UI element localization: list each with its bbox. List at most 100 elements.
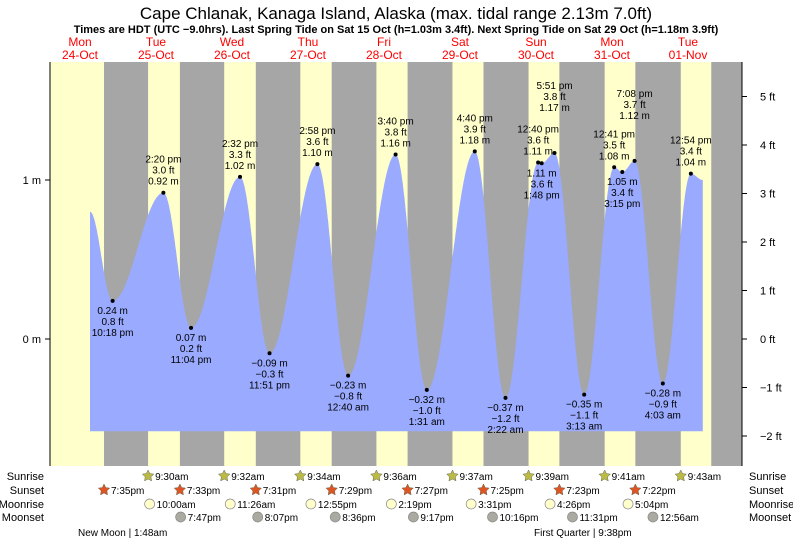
high-tide-point — [238, 174, 243, 179]
high-tide-meters-label: 1.12 m — [619, 111, 650, 122]
high-tide-point — [632, 158, 637, 163]
sunset-time: 7:22pm — [642, 486, 675, 497]
date-label: 24-Oct — [62, 48, 99, 62]
low-tide-time-label: 4:03 am — [645, 411, 681, 422]
sunset-time: 7:33pm — [187, 486, 220, 497]
sunrise-time: 9:34am — [307, 472, 340, 483]
low-tide-point — [582, 392, 587, 397]
high-tide-point — [315, 162, 320, 167]
date-label: 25-Oct — [138, 48, 175, 62]
high-tide-time-label: 2:20 pm — [145, 155, 181, 166]
moonset-time: 9:17pm — [420, 513, 453, 524]
high-tide-meters-label: 1.02 m — [225, 161, 256, 172]
low-tide-time-label: 1:31 am — [409, 417, 445, 428]
sunrise-icon — [217, 469, 231, 482]
y-right-tick-label: 1 ft — [760, 286, 775, 298]
sunrise-time: 9:43am — [688, 472, 721, 483]
low-tide-point — [346, 373, 351, 378]
date-label: 30-Oct — [518, 48, 555, 62]
low-tide-time-label: 11:04 pm — [171, 355, 212, 366]
sunset-icon — [629, 483, 642, 496]
moonrise-time: 10:00am — [157, 500, 196, 511]
y-right-tick-label: 0 ft — [760, 334, 775, 346]
day-of-week-label: Sun — [525, 35, 546, 49]
moonset-icon — [252, 511, 264, 523]
moon-phase-label: First Quarter | 9:38pm — [534, 528, 632, 539]
low-tide-time-label: 11:51 pm — [249, 380, 290, 391]
date-label: 31-Oct — [594, 48, 631, 62]
low-tide-point — [424, 387, 429, 392]
low-tide-time-label: 10:18 pm — [92, 328, 134, 339]
moonset-time: 8:07pm — [265, 513, 298, 524]
high-tide-time-label: 2:58 pm — [299, 126, 335, 137]
moonrise-icon — [385, 498, 397, 510]
low-tide-point — [660, 381, 665, 386]
sunset-time: 7:31pm — [263, 486, 296, 497]
low-tide-meters-label: −0.35 m — [566, 400, 602, 411]
high-tide-time-label: 3:40 pm — [378, 117, 414, 128]
day-of-week-label: Thu — [298, 35, 319, 49]
high-tide-feet-label: 3.3 ft — [229, 150, 251, 161]
high-tide-feet-label: 3.6 ft — [306, 137, 328, 148]
low-tide-point — [110, 298, 115, 303]
high-tide-feet-label: 3.9 ft — [464, 124, 486, 135]
astronomy-rows: Sunrise Sunrise 9:30am 9:32am 9:34am 9:36am 9:… — [0, 469, 793, 539]
moonrise-row-label-right: Moonrise — [749, 499, 793, 511]
sunrise-icon — [294, 469, 307, 482]
moonrise-icon — [305, 498, 317, 510]
sunrise-time: 9:37am — [459, 472, 492, 483]
chart-subtitle: Times are HDT (UTC −9.0hrs). Last Spring… — [74, 24, 719, 36]
sunset-row-label-right: Sunset — [749, 485, 783, 497]
sunset-icon — [325, 483, 338, 496]
high-tide-feet-label: 3.6 ft — [527, 136, 549, 147]
moonrise-time: 2:19pm — [398, 500, 431, 511]
high-tide-point — [472, 149, 477, 154]
high-tide-time-label: 7:08 pm — [617, 89, 653, 100]
sunrise-time: 9:36am — [383, 472, 416, 483]
high-tide-time-label: 12:54 pm — [670, 136, 712, 147]
y-left-tick-label: 1 m — [23, 175, 41, 187]
low-tide-meters-label: −0.32 m — [409, 395, 445, 406]
sunrise-icon — [370, 469, 383, 482]
sunrise-time: 9:30am — [155, 472, 188, 483]
date-label: 01-Nov — [669, 48, 708, 62]
moonrise-time: 11:26am — [237, 500, 275, 511]
moonset-icon — [567, 511, 578, 523]
y-left-tick-label: 0 m — [23, 334, 41, 346]
high-tide-time-label: 12:40 pm — [517, 125, 559, 136]
sunrise-icon — [598, 469, 611, 482]
high-tide-feet-label: 3.4 ft — [680, 147, 702, 158]
sunset-icon — [97, 483, 111, 496]
low-tide-feet-label: −0.9 ft — [649, 400, 677, 411]
moonrise-icon — [465, 498, 477, 510]
sunset-icon — [401, 483, 414, 496]
high-tide-feet-label: 3.8 ft — [384, 128, 406, 139]
moonrise-time: 5:04pm — [635, 500, 668, 511]
sunset-time: 7:29pm — [339, 486, 372, 497]
low-tide-feet-label: 0.2 ft — [180, 344, 202, 355]
high-tide-point — [536, 160, 541, 165]
y-right-tick-label: −2 ft — [760, 431, 782, 443]
moonset-time: 8:36pm — [342, 513, 375, 524]
tide-curve — [90, 151, 703, 432]
chart-header: Cape Chlanak, Kanaga Island, Alaska (max… — [74, 4, 719, 36]
sunset-time: 7:25pm — [490, 486, 523, 497]
sunset-icon — [553, 483, 566, 496]
low-tide-point — [620, 170, 625, 175]
axes: 1 m 0 m 5 ft 4 ft 3 ft 2 ft 1 ft 0 ft −1 ft −2 ft — [23, 62, 782, 466]
low-tide-meters-label: −0.09 m — [251, 358, 287, 369]
moonrise-icon — [144, 498, 156, 510]
sunrise-time: 9:41am — [612, 472, 645, 483]
low-tide-time-label: 1:48 pm — [524, 190, 560, 201]
low-tide-meters-label: −0.28 m — [645, 389, 681, 400]
sunrise-row-label: Sunrise — [7, 471, 44, 483]
low-tide-meters-label: 0.07 m — [176, 333, 207, 344]
sunrise-time: 9:39am — [536, 472, 569, 483]
day-of-week-label: Tue — [146, 35, 167, 49]
sunset-time: 7:23pm — [566, 486, 599, 497]
high-tide-meters-label: 1.17 m — [539, 103, 570, 114]
y-right-tick-label: 2 ft — [760, 237, 775, 249]
day-of-week-label: Wed — [220, 35, 244, 49]
high-tide-point — [552, 150, 557, 155]
